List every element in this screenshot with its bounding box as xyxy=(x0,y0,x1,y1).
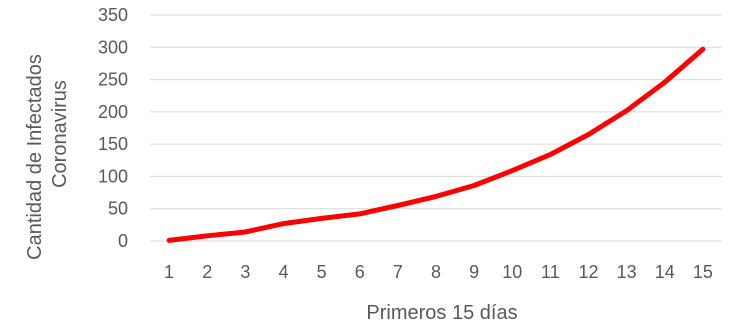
data-point xyxy=(397,205,398,206)
x-tick-label: 7 xyxy=(393,262,403,282)
y-tick-label: 50 xyxy=(108,199,128,219)
data-point xyxy=(588,134,589,135)
series-line-0 xyxy=(169,49,703,240)
x-tick-label: 12 xyxy=(579,262,599,282)
data-point xyxy=(169,240,170,241)
x-tick-label: 11 xyxy=(541,262,560,282)
x-tick-label: 13 xyxy=(617,262,637,282)
x-tick-label: 9 xyxy=(469,262,479,282)
y-tick-label: 250 xyxy=(98,70,128,90)
data-point xyxy=(550,154,551,155)
data-point xyxy=(664,82,665,83)
x-tick-label: 14 xyxy=(655,262,675,282)
data-point xyxy=(474,185,475,186)
y-tick-label: 150 xyxy=(98,134,128,154)
x-tick-label: 4 xyxy=(278,262,288,282)
data-point xyxy=(512,170,513,171)
data-point xyxy=(321,218,322,219)
x-axis-ticks: 1 2 3 4 5 6 7 8 9 10 11 12 13 14 15 xyxy=(164,262,713,282)
y-tick-label: 200 xyxy=(98,102,128,122)
y-axis-title-line-1: Cantidad de Infectados xyxy=(24,54,46,260)
data-point xyxy=(283,223,284,224)
data-point xyxy=(207,235,208,236)
y-tick-label: 0 xyxy=(118,231,128,251)
gridlines xyxy=(150,15,722,241)
x-tick-label: 3 xyxy=(240,262,250,282)
series-layer xyxy=(169,49,704,241)
x-tick-label: 6 xyxy=(355,262,365,282)
x-tick-label: 15 xyxy=(693,262,713,282)
data-point xyxy=(626,110,627,111)
y-tick-label: 350 xyxy=(98,5,128,25)
x-tick-label: 2 xyxy=(202,262,212,282)
x-tick-label: 10 xyxy=(502,262,522,282)
y-axis-title-line-2: Coronavirus xyxy=(49,80,71,188)
data-point xyxy=(436,196,437,197)
x-tick-label: 1 xyxy=(164,262,174,282)
data-point xyxy=(359,213,360,214)
x-axis-title: Primeros 15 días xyxy=(366,302,517,324)
y-axis-ticks: 0 50 100 150 200 250 300 350 xyxy=(98,5,128,251)
y-tick-label: 300 xyxy=(98,37,128,57)
data-point xyxy=(702,49,703,50)
x-tick-label: 5 xyxy=(317,262,327,282)
y-tick-label: 100 xyxy=(98,166,128,186)
data-point xyxy=(245,231,246,232)
x-tick-label: 8 xyxy=(431,262,441,282)
